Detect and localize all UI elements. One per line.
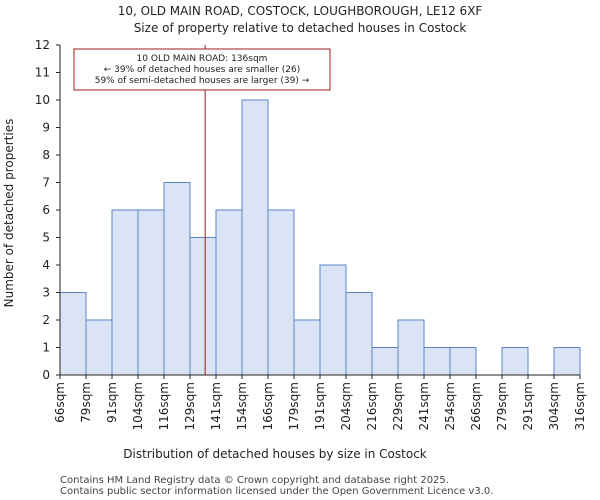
bar-304sqm (553, 347, 581, 376)
annotation-line-2: ← 39% of detached houses are smaller (26… (104, 65, 301, 75)
x-tick-label: 191sqm (313, 382, 327, 430)
y-tick-label: 10 (35, 93, 50, 107)
annotation-box: 10 OLD MAIN ROAD: 136sqm ← 39% of detach… (73, 48, 331, 91)
y-tick-label: 2 (42, 313, 50, 327)
x-tick-label: 179sqm (287, 382, 301, 430)
x-tick-label: 204sqm (339, 382, 353, 430)
x-tick-label: 279sqm (495, 382, 509, 430)
y-tick-label: 5 (42, 231, 50, 245)
bar-279sqm (501, 347, 529, 376)
x-tick-label: 229sqm (391, 382, 405, 430)
x-tick-label: 241sqm (417, 382, 431, 430)
bar-216sqm (371, 347, 399, 376)
x-tick-label: 304sqm (547, 382, 561, 430)
bar-154sqm (241, 99, 269, 376)
x-tick-label: 166sqm (261, 382, 275, 430)
y-tick-label: 0 (42, 368, 50, 382)
y-tick-label: 8 (42, 148, 50, 162)
y-tick-label: 7 (42, 176, 50, 190)
x-tick-label: 291sqm (521, 382, 535, 430)
y-axis-label: Number of detached properties (2, 119, 16, 308)
chart-subtitle: Size of property relative to detached ho… (134, 21, 467, 35)
bar-241sqm (423, 347, 451, 376)
x-tick-label: 266sqm (469, 382, 483, 430)
annotation-line-3: 59% of semi-detached houses are larger (… (95, 76, 310, 86)
bar-191sqm (319, 264, 347, 376)
x-tick-label: 129sqm (183, 382, 197, 430)
bar-204sqm (345, 292, 373, 376)
x-tick-label: 66sqm (53, 382, 67, 423)
bar-116sqm (163, 182, 191, 376)
x-tick-label: 79sqm (79, 382, 93, 423)
x-tick-label: 104sqm (131, 382, 145, 430)
x-tick-label: 141sqm (209, 382, 223, 430)
annotation-line-1: 10 OLD MAIN ROAD: 136sqm (137, 54, 268, 64)
y-tick-label: 9 (42, 121, 50, 135)
bar-66sqm (59, 292, 87, 376)
x-tick-label: 154sqm (235, 382, 249, 430)
footer-line-2: Contains public sector information licen… (60, 486, 493, 497)
y-tick-label: 12 (35, 38, 50, 52)
x-tick-label: 216sqm (365, 382, 379, 430)
chart-title: 10, OLD MAIN ROAD, COSTOCK, LOUGHBOROUGH… (118, 4, 483, 18)
y-tick-label: 3 (42, 286, 50, 300)
x-axis: 66sqm 79sqm 91sqm 104sqm 116sqm 129sqm 141sqm 1… (53, 374, 587, 430)
bar-141sqm (215, 209, 243, 376)
y-tick-label: 4 (42, 258, 50, 272)
annotation-frame (73, 48, 331, 91)
bar-91sqm (111, 209, 139, 376)
x-tick-label: 254sqm (443, 382, 457, 430)
x-tick-label: 316sqm (573, 382, 587, 430)
x-tick-label: 91sqm (105, 382, 119, 423)
footer-line-1: Contains HM Land Registry data © Crown c… (60, 475, 449, 486)
x-axis-label: Distribution of detached houses by size … (123, 447, 427, 461)
bar-254sqm (449, 347, 477, 376)
bar-79sqm (85, 319, 113, 376)
y-tick-label: 11 (35, 66, 50, 80)
y-tick-label: 6 (42, 203, 50, 217)
x-tick-label: 116sqm (157, 382, 171, 430)
bar-166sqm (267, 209, 295, 376)
bar-104sqm (137, 209, 165, 376)
bar-229sqm (397, 319, 425, 376)
bar-129sqm (189, 237, 217, 376)
bar-179sqm (293, 319, 321, 376)
y-tick-label: 1 (42, 341, 50, 355)
bars-group (59, 99, 581, 376)
